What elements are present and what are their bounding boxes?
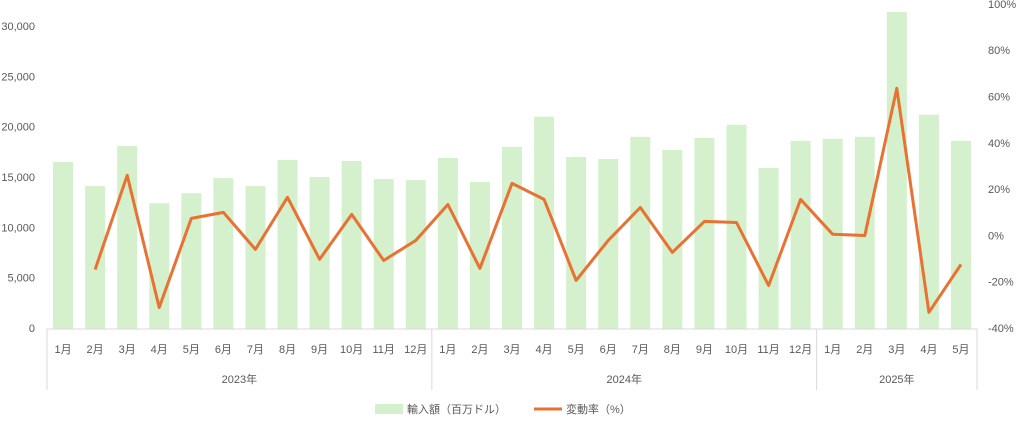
x-tick-label: 7月 bbox=[632, 344, 649, 356]
x-tick-label: 1月 bbox=[439, 344, 456, 356]
x-tick-label: 4月 bbox=[536, 344, 553, 356]
y2-tick-label: 20% bbox=[988, 184, 1010, 196]
y2-tick-label: 40% bbox=[988, 138, 1010, 150]
bar bbox=[277, 159, 298, 329]
group-label: 2024年 bbox=[606, 372, 641, 386]
line bbox=[93, 86, 963, 314]
bar bbox=[918, 114, 939, 329]
x-tick-label: 9月 bbox=[696, 344, 713, 356]
bar bbox=[662, 149, 683, 329]
x-tick-label: 10月 bbox=[725, 344, 748, 356]
bar bbox=[758, 168, 779, 329]
y-tick-label: 0 bbox=[29, 323, 35, 335]
y2-tick-label: 80% bbox=[988, 45, 1010, 57]
bar bbox=[181, 193, 202, 329]
y-tick-label: 15,000 bbox=[1, 172, 35, 184]
bar bbox=[950, 140, 971, 329]
x-tick-label: 3月 bbox=[119, 344, 136, 356]
group-label: 2025年 bbox=[879, 372, 914, 386]
y2-tick-label: -40% bbox=[988, 323, 1014, 335]
bar bbox=[309, 177, 330, 329]
x-tick-label: 5月 bbox=[952, 344, 969, 356]
y2-tick-label: 100% bbox=[988, 0, 1016, 11]
bar bbox=[790, 140, 811, 329]
bar bbox=[245, 186, 266, 329]
bar bbox=[85, 186, 106, 329]
bar bbox=[373, 179, 394, 329]
x-tick-label: 11月 bbox=[757, 344, 779, 356]
x-tick-label: 5月 bbox=[568, 344, 585, 356]
bar bbox=[534, 116, 555, 329]
x-tick-label: 6月 bbox=[600, 344, 617, 356]
x-tick-label: 6月 bbox=[215, 344, 232, 356]
x-tick-label: 4月 bbox=[151, 344, 168, 356]
bar bbox=[213, 178, 234, 329]
x-tick-label: 10月 bbox=[340, 344, 363, 356]
bar bbox=[469, 182, 490, 329]
x-tick-label: 3月 bbox=[503, 344, 520, 356]
bar bbox=[630, 136, 651, 329]
y-tick-label: 10,000 bbox=[1, 222, 35, 234]
x-tick-label: 1月 bbox=[824, 344, 841, 356]
y-tick-label: 20,000 bbox=[1, 122, 35, 134]
bar bbox=[405, 180, 426, 329]
y-tick-label: 5,000 bbox=[7, 273, 35, 285]
bar bbox=[502, 146, 522, 329]
y2-tick-label: 0% bbox=[988, 230, 1004, 242]
x-tick-label: 12月 bbox=[789, 344, 812, 356]
bar bbox=[341, 160, 362, 329]
bar bbox=[566, 156, 587, 329]
bar bbox=[149, 203, 170, 329]
x-tick-label: 2月 bbox=[856, 344, 873, 356]
x-tick-label: 4月 bbox=[920, 344, 937, 356]
y2-tick-label: -20% bbox=[988, 277, 1014, 289]
legend-label: 変動率（%） bbox=[566, 402, 631, 416]
x-tick-label: 9月 bbox=[311, 344, 328, 356]
x-tick-label: 12月 bbox=[404, 344, 427, 356]
y2-tick-label: 60% bbox=[988, 91, 1010, 103]
x-tick-label: 8月 bbox=[664, 344, 681, 356]
bar bbox=[437, 157, 458, 329]
y-tick-label: 25,000 bbox=[1, 71, 35, 83]
y-tick-label: 30,000 bbox=[1, 21, 35, 33]
group-label: 2023年 bbox=[222, 372, 257, 386]
bar bbox=[117, 145, 138, 329]
bar bbox=[53, 161, 74, 329]
x-tick-label: 3月 bbox=[888, 344, 905, 356]
x-tick-label: 7月 bbox=[247, 344, 264, 356]
x-tick-label: 8月 bbox=[279, 344, 296, 356]
x-tick-label: 11月 bbox=[373, 344, 395, 356]
legend-label: 輸入額（百万ドル） bbox=[407, 402, 506, 416]
x-tick-label: 2月 bbox=[87, 344, 104, 356]
bar bbox=[598, 158, 619, 329]
bar bbox=[726, 124, 747, 329]
bar bbox=[694, 137, 715, 329]
x-tick-label: 2月 bbox=[471, 344, 488, 356]
bar bbox=[886, 12, 907, 329]
legend-swatch bbox=[375, 404, 403, 414]
x-tick-label: 1月 bbox=[54, 344, 71, 356]
x-tick-label: 5月 bbox=[183, 344, 200, 356]
